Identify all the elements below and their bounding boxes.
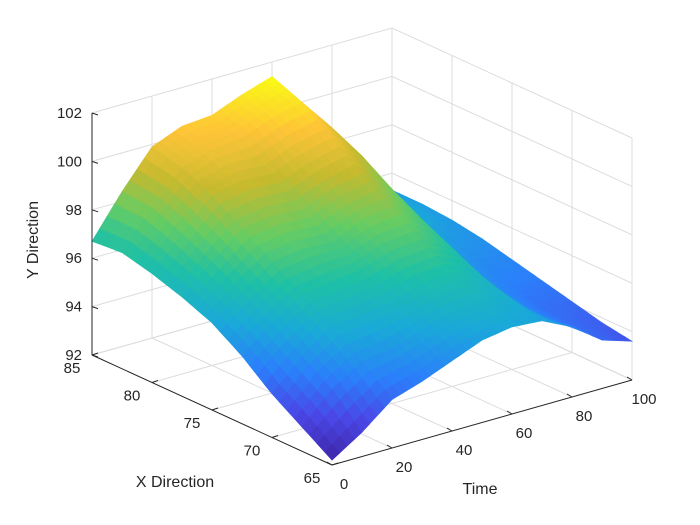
y-tick-mark xyxy=(331,462,339,466)
y-tick-mark xyxy=(91,352,99,356)
x-tick-label: 100 xyxy=(631,391,656,408)
y-tick-label: 75 xyxy=(184,415,201,432)
y-tick-label: 65 xyxy=(304,470,321,487)
z-tick-label: 100 xyxy=(57,153,82,170)
y-tick-label: 80 xyxy=(124,388,141,405)
y-tick-label: 70 xyxy=(244,443,261,460)
axes xyxy=(91,112,633,466)
x-tick-mark xyxy=(506,410,513,415)
x-tick-label: 40 xyxy=(456,442,473,459)
x-tick-label: 80 xyxy=(576,408,593,425)
z-tick-mark xyxy=(91,112,99,116)
x-tick-mark xyxy=(446,427,453,432)
z-tick-label: 102 xyxy=(57,105,82,122)
y-axis-label: X Direction xyxy=(136,474,214,491)
z-tick-label: 94 xyxy=(65,299,82,316)
z-tick-label: 92 xyxy=(65,347,82,364)
y-tick-mark xyxy=(271,435,279,438)
z-tick-mark xyxy=(91,209,99,213)
z-tick-mark xyxy=(91,306,99,310)
y-tick-mark xyxy=(211,407,219,411)
x-tick-mark xyxy=(386,444,393,449)
x-tick-label: 20 xyxy=(396,459,413,476)
y-tick-mark xyxy=(151,380,159,383)
x-tick-mark xyxy=(626,376,633,381)
x-tick-mark xyxy=(326,461,333,466)
x-tick-label: 60 xyxy=(516,425,533,442)
x-tick-mark xyxy=(566,393,573,398)
z-tick-mark xyxy=(91,160,99,164)
grid-line-ydir xyxy=(91,27,633,139)
z-tick-label: 96 xyxy=(65,250,82,267)
surface-patch xyxy=(324,443,340,461)
z-tick-mark xyxy=(91,257,99,261)
z-tick-mark xyxy=(91,354,99,358)
y-tick-label: 85 xyxy=(64,360,81,377)
x-tick-label: 0 xyxy=(340,476,348,493)
x-axis-label: Time xyxy=(463,481,498,498)
surface xyxy=(91,76,634,461)
x-axis-line xyxy=(331,379,633,466)
z-tick-label: 98 xyxy=(65,202,82,219)
z-axis-label: Y Direction xyxy=(25,201,42,279)
